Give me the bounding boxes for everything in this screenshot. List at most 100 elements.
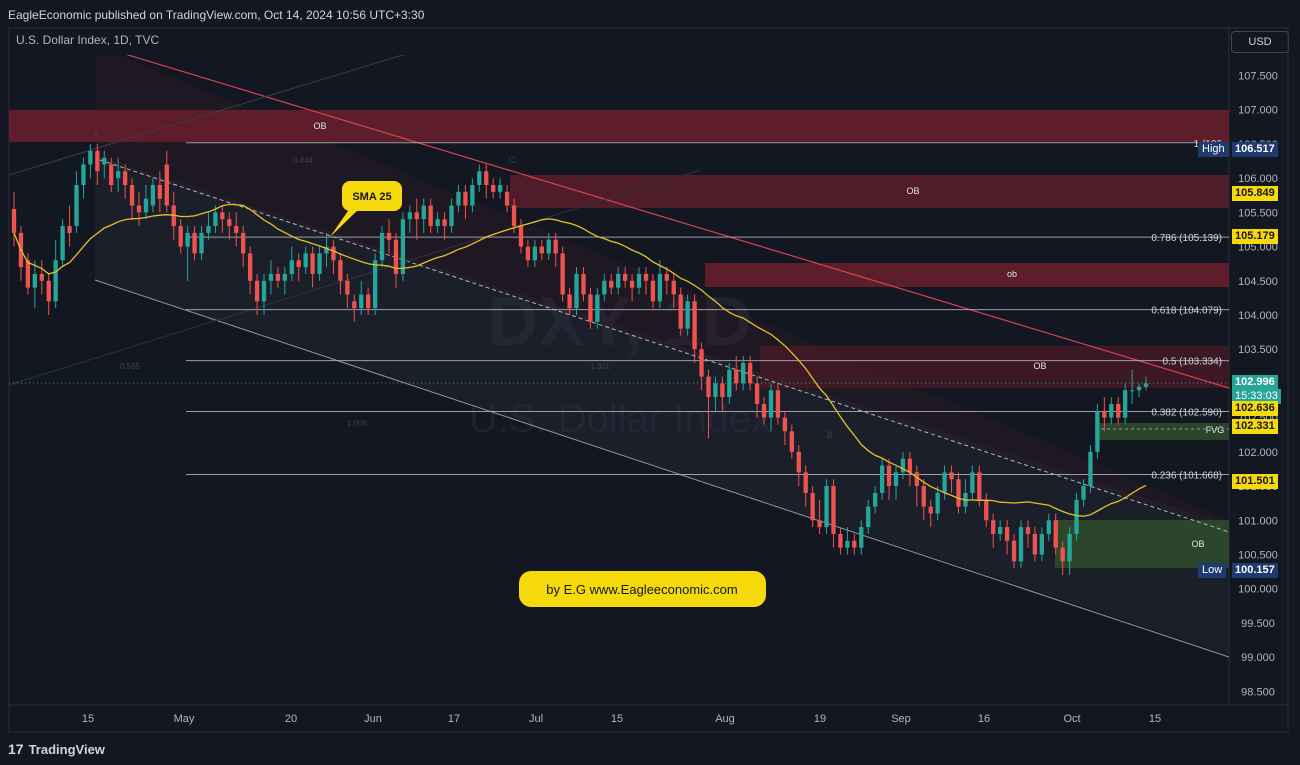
candle-body[interactable] — [998, 527, 1003, 534]
candle-body[interactable] — [331, 246, 336, 261]
candle-body[interactable] — [970, 472, 975, 493]
candle-body[interactable] — [393, 239, 399, 274]
candle-body[interactable] — [143, 198, 149, 213]
candle-body[interactable] — [1046, 520, 1051, 534]
candle-body[interactable] — [275, 273, 281, 281]
candle-body[interactable] — [581, 273, 586, 295]
candle-body[interactable] — [518, 226, 524, 247]
candle-body[interactable] — [553, 239, 558, 254]
candle-body[interactable] — [873, 492, 878, 507]
ob-zone-bottom[interactable] — [1055, 520, 1229, 568]
candle-body[interactable] — [741, 362, 746, 384]
sma-callout[interactable]: SMA 25 — [330, 181, 402, 237]
candle-body[interactable] — [185, 232, 190, 247]
candle-body[interactable] — [546, 239, 551, 254]
candle-body[interactable] — [928, 506, 933, 514]
candle-body[interactable] — [1095, 410, 1100, 452]
candle-body[interactable] — [622, 273, 628, 281]
candle-body[interactable] — [671, 280, 676, 295]
candle-body[interactable] — [845, 540, 850, 548]
candle-body[interactable] — [442, 219, 447, 227]
candle-body[interactable] — [636, 273, 642, 288]
candle-body[interactable] — [95, 150, 100, 172]
candle-body[interactable] — [206, 226, 211, 233]
candle-body[interactable] — [247, 253, 253, 281]
candle-body[interactable] — [956, 479, 961, 507]
candle-body[interactable] — [178, 226, 183, 247]
candle-body[interactable] — [1109, 403, 1114, 418]
candle-body[interactable] — [831, 486, 836, 534]
candle-body[interactable] — [1116, 403, 1121, 418]
candle-body[interactable] — [491, 185, 496, 192]
candle-body[interactable] — [25, 260, 31, 288]
candle-body[interactable] — [407, 212, 413, 220]
candle-body[interactable] — [220, 212, 225, 220]
candle-body[interactable] — [435, 219, 440, 227]
candle-body[interactable] — [893, 472, 899, 487]
candle-body[interactable] — [699, 349, 704, 377]
candle-body[interactable] — [657, 273, 663, 302]
ob-zone-4[interactable] — [760, 346, 1229, 388]
candle-body[interactable] — [67, 226, 72, 233]
candle-body[interactable] — [1011, 540, 1017, 562]
fvg-zone[interactable] — [1095, 423, 1229, 440]
candle-body[interactable] — [734, 369, 739, 384]
candle-body[interactable] — [567, 294, 572, 309]
candle-body[interactable] — [470, 185, 475, 206]
candle-body[interactable] — [977, 472, 982, 500]
candle-body[interactable] — [859, 527, 864, 548]
channel-upper-line[interactable] — [95, 45, 1229, 389]
candle-body[interactable] — [241, 232, 246, 254]
candle-body[interactable] — [74, 185, 79, 227]
candle-body[interactable] — [1067, 533, 1072, 562]
candle-body[interactable] — [379, 232, 385, 261]
candle-body[interactable] — [838, 533, 843, 548]
candle-body[interactable] — [11, 208, 17, 233]
candle-body[interactable] — [261, 280, 267, 302]
candle-body[interactable] — [1032, 533, 1038, 555]
candle-body[interactable] — [1053, 520, 1058, 548]
candle-body[interactable] — [1129, 390, 1135, 392]
candle-body[interactable] — [588, 294, 593, 322]
candle-body[interactable] — [359, 294, 364, 309]
candle-body[interactable] — [213, 212, 218, 227]
candle-body[interactable] — [1136, 386, 1142, 391]
candle-body[interactable] — [949, 472, 954, 480]
candle-body[interactable] — [386, 232, 392, 240]
candle-body[interactable] — [796, 451, 801, 473]
candle-body[interactable] — [685, 301, 690, 329]
candle-body[interactable] — [39, 273, 44, 281]
candle-body[interactable] — [254, 280, 260, 302]
candle-body[interactable] — [886, 465, 892, 487]
candle-body[interactable] — [782, 417, 788, 432]
candle-body[interactable] — [678, 294, 683, 329]
candle-body[interactable] — [789, 431, 794, 452]
candle-body[interactable] — [497, 185, 503, 192]
candle-body[interactable] — [609, 280, 614, 288]
candle-body[interactable] — [754, 383, 760, 404]
candle-body[interactable] — [560, 253, 565, 295]
candle-body[interactable] — [817, 520, 822, 528]
candle-body[interactable] — [164, 164, 169, 206]
candle-body[interactable] — [345, 280, 350, 295]
candle-body[interactable] — [824, 486, 829, 528]
candle-body[interactable] — [192, 232, 197, 254]
candle-body[interactable] — [1143, 383, 1149, 387]
candle-body[interactable] — [109, 164, 114, 185]
candle-body[interactable] — [303, 253, 308, 268]
candle-body[interactable] — [199, 232, 204, 254]
candle-body[interactable] — [463, 191, 468, 206]
candle-body[interactable] — [102, 157, 107, 165]
tradingview-logo[interactable]: 17 TradingView — [8, 741, 105, 757]
candle-body[interactable] — [775, 390, 781, 418]
candle-body[interactable] — [88, 150, 93, 165]
candle-body[interactable] — [227, 219, 232, 227]
candle-body[interactable] — [449, 205, 454, 227]
candle-body[interactable] — [46, 280, 51, 302]
candle-body[interactable] — [532, 246, 538, 261]
sma-25-line[interactable] — [13, 203, 1147, 517]
candle-body[interactable] — [338, 260, 343, 281]
candle-body[interactable] — [1088, 451, 1093, 487]
candle-body[interactable] — [122, 171, 128, 185]
candle-body[interactable] — [511, 205, 517, 227]
